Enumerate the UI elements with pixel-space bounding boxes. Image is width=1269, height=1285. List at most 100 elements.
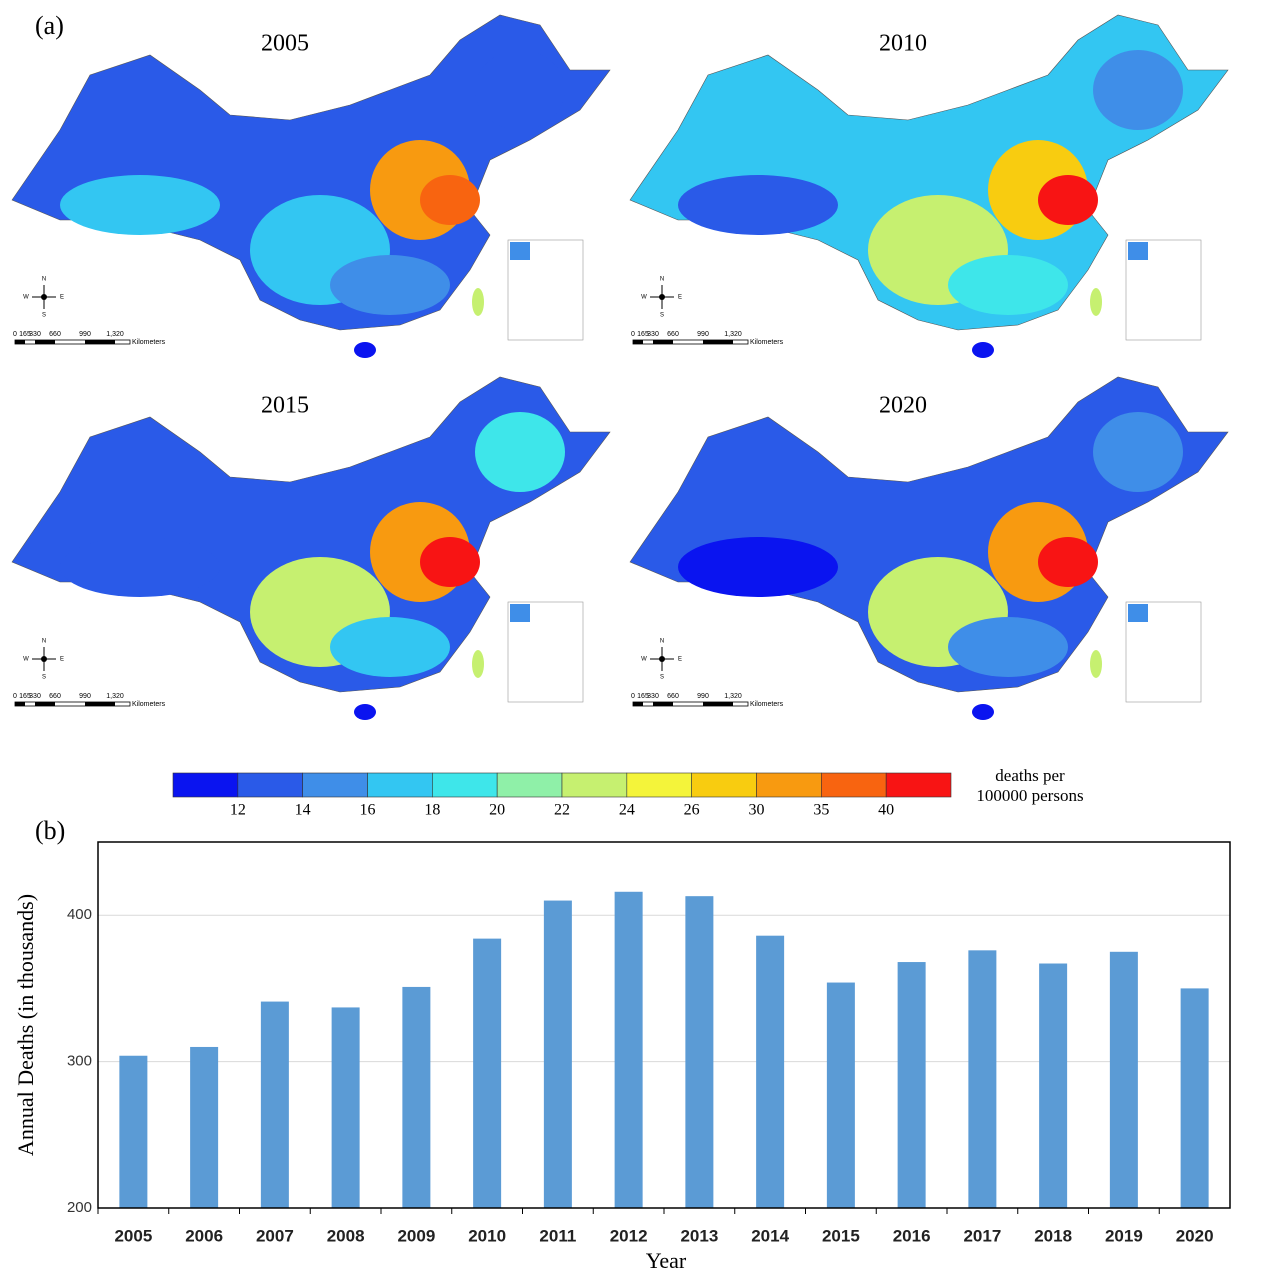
colorbar-tick-label: 22 [554,802,570,819]
x-tick-label: 2007 [256,1226,294,1245]
panel-label: (a) [35,11,64,40]
y-axis-label: Annual Deaths (in thousands) [13,894,38,1156]
x-axis-label: Year [646,1248,687,1273]
scale-label: 165 [19,331,31,338]
scale-unit: Kilometers [750,339,784,346]
colorbar-cell [821,772,887,798]
scale-label: 165 [637,693,649,700]
map-title: 2020 [879,393,927,419]
compass-label: N [660,639,664,645]
colorbar-cell [626,772,692,798]
bar [260,1001,289,1208]
inset-box [1125,239,1202,341]
scale-bar [15,340,25,344]
region [678,537,838,597]
x-tick-label: 2017 [963,1226,1001,1245]
panel-label: (b) [35,816,65,845]
y-tick-label: 400 [67,906,92,923]
inset-box [507,601,584,703]
scale-label: 0 [13,331,17,338]
scale-unit: Kilometers [132,701,166,708]
compass-label: N [42,277,46,283]
scale-bar [703,340,733,344]
scale-bar [703,702,733,706]
region [1093,50,1183,130]
compass-label: W [641,657,647,663]
bar [1109,951,1138,1208]
scale-label: 1,320 [724,693,742,700]
bar [1039,963,1068,1208]
compass-label: S [42,675,46,681]
scale-label: 0 [631,331,635,338]
compass-label: E [60,295,64,301]
colorbar-tick-label: 14 [295,802,311,819]
scale-label: 660 [49,693,61,700]
map-title: 2005 [261,31,309,57]
x-tick-label: 2009 [397,1226,435,1245]
bar [1180,988,1209,1208]
region [1038,175,1098,225]
scale-label: 165 [637,331,649,338]
colorbar-tick-label: 35 [813,802,829,819]
scale-bar [653,702,673,706]
x-tick-label: 2014 [751,1226,789,1245]
bar [614,891,643,1208]
scale-label: 0 [631,693,635,700]
scale-label: 990 [697,693,709,700]
island [1090,288,1102,316]
compass-label: E [678,657,682,663]
colorbar-tick-label: 30 [749,802,765,819]
colorbar-cell [885,772,952,798]
bar [190,1046,219,1208]
colorbar-tick-label: 18 [424,802,440,819]
compass-label: S [660,313,664,319]
bar [897,962,926,1208]
scale-label: 1,320 [106,693,124,700]
scale-bar [15,702,25,706]
country-outline [11,376,611,693]
scale-label: 165 [19,693,31,700]
region [948,617,1068,677]
compass-label: S [42,313,46,319]
map-title: 2010 [879,31,927,57]
colorbar-cell [172,772,239,798]
colorbar-tick-label: 26 [684,802,700,819]
region [330,255,450,315]
x-tick-label: 2019 [1105,1226,1143,1245]
scale-bar [35,702,55,706]
scale-label: 1,320 [724,331,742,338]
region [475,50,565,130]
country-outline [629,14,1229,331]
colorbar-cell [432,772,498,798]
compass-label: N [660,277,664,283]
bar [543,900,572,1208]
colorbar-cell [302,772,368,798]
inset-sea [1128,242,1148,260]
compass-label: W [23,657,29,663]
x-tick-label: 2018 [1034,1226,1072,1245]
x-tick-label: 2011 [539,1226,576,1245]
x-tick-label: 2005 [114,1226,152,1245]
x-tick-label: 2008 [327,1226,365,1245]
inset-box [507,239,584,341]
bar [119,1055,148,1208]
colorbar-tick-label: 40 [878,802,894,819]
region [60,537,220,597]
colorbar-cell [756,772,822,798]
region [678,175,838,235]
colorbar-cell [561,772,628,798]
x-tick-label: 2006 [185,1226,223,1245]
colorbar-tick-label: 12 [230,802,246,819]
colorbar-cell [691,772,757,798]
island [354,704,376,720]
scale-bar [633,702,643,706]
colorbar-tick-label: 16 [360,802,376,819]
scale-label: 0 [13,693,17,700]
scale-label: 330 [29,693,41,700]
country-outline [11,14,611,331]
bar [756,935,785,1208]
map-title: 2015 [261,393,309,419]
